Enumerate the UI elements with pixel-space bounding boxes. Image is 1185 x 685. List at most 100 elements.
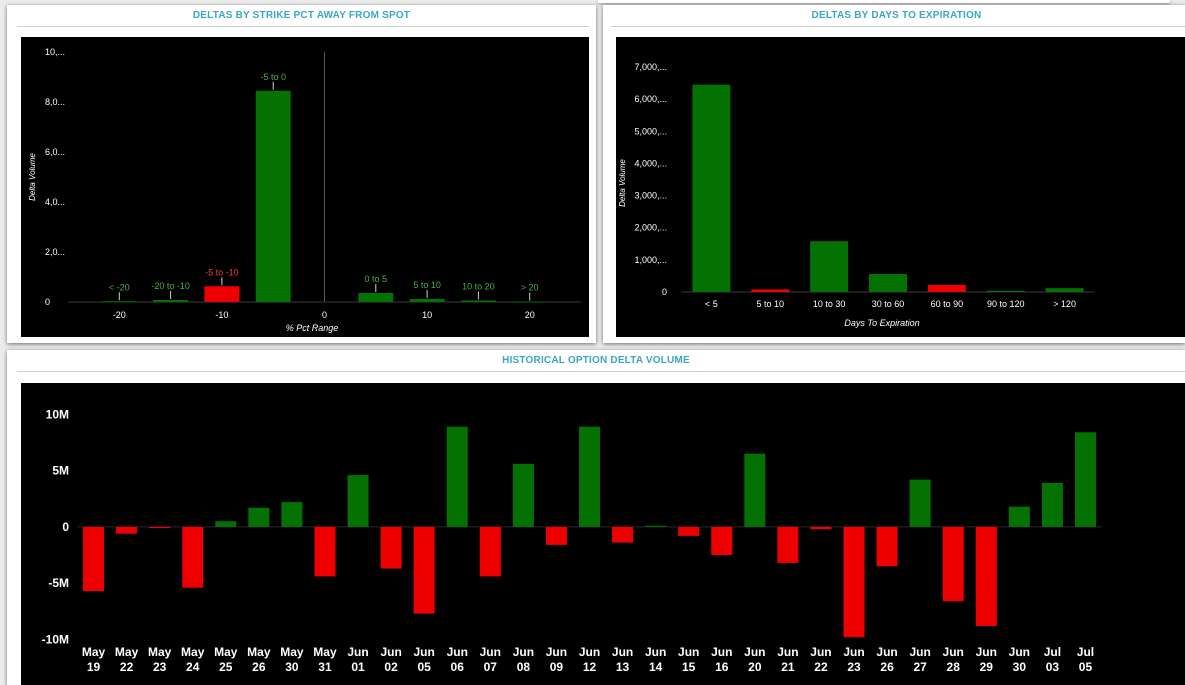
history-chart: 10M5M0-5M-10MMay19May22May23May24May25Ma… xyxy=(42,407,1102,674)
bar xyxy=(909,479,931,527)
bar xyxy=(645,525,667,527)
x-tick-day: 25 xyxy=(219,660,233,674)
bar xyxy=(413,526,435,614)
y-tick-label: 10M xyxy=(46,407,69,421)
y-tick-label: 3,000,... xyxy=(634,191,667,201)
x-tick-day: 02 xyxy=(384,660,398,674)
x-tick-month: Jun xyxy=(744,645,765,659)
bar xyxy=(281,502,303,527)
bar xyxy=(1008,506,1030,527)
bar xyxy=(479,526,501,577)
y-tick-label: 2,000,... xyxy=(634,223,667,233)
x-tick-label: -20 xyxy=(113,310,126,320)
y-axis-label: Delta Volume xyxy=(28,153,37,201)
bar xyxy=(116,526,138,534)
x-tick-month: May xyxy=(115,645,139,659)
bar xyxy=(101,301,137,303)
bar xyxy=(409,299,445,302)
x-tick-month: Jul xyxy=(1077,645,1094,659)
x-tick-month: May xyxy=(280,645,304,659)
x-tick-day: 14 xyxy=(649,660,663,674)
bar xyxy=(1045,288,1084,292)
bar xyxy=(751,289,790,292)
history-panel-divider xyxy=(17,371,1185,372)
history-chart-area: 10M 5M 0 -5M -10M May 19 May 22 May 23 May 24 May 25 Ma… xyxy=(21,383,1185,685)
bar xyxy=(678,526,700,536)
history-panel: HISTORICAL OPTION DELTA VOLUME 10M 5M 0 -5M… xyxy=(7,350,1185,685)
bar xyxy=(612,526,634,543)
data-label: 5 to 10 xyxy=(413,280,441,290)
bar xyxy=(182,526,204,588)
y-tick-label: -10M xyxy=(42,632,69,646)
x-tick-day: 23 xyxy=(847,660,861,674)
y-tick-label: 1,000,... xyxy=(634,255,667,265)
x-tick-month: Jun xyxy=(976,645,997,659)
x-tick-day: 30 xyxy=(1013,660,1027,674)
days-panel-divider xyxy=(611,26,1185,27)
x-tick-month: Jun xyxy=(380,645,401,659)
x-tick-month: Jun xyxy=(943,645,964,659)
x-tick-label: 5 to 10 xyxy=(757,299,785,309)
x-tick-month: Jun xyxy=(711,645,732,659)
x-tick-day: 12 xyxy=(583,660,597,674)
x-tick-day: 22 xyxy=(814,660,828,674)
x-tick-month: May xyxy=(214,645,238,659)
x-tick-month: May xyxy=(148,645,172,659)
x-tick-month: May xyxy=(82,645,106,659)
x-axis-label: Days To Expiration xyxy=(844,318,919,328)
y-tick-label: 6,000,... xyxy=(634,94,667,104)
bar xyxy=(204,286,240,302)
x-tick-month: Jul xyxy=(1044,645,1061,659)
x-tick-month: May xyxy=(181,645,205,659)
days-chart: 0 1,000,... 2,000,... 3,000,... 4,000,... 5,0… xyxy=(618,62,1094,328)
x-tick-label: 0 xyxy=(322,310,327,320)
x-tick-label: 20 xyxy=(525,310,535,320)
x-tick-label: < 5 xyxy=(705,299,718,309)
x-tick-day: 06 xyxy=(451,660,465,674)
bar xyxy=(876,526,898,567)
data-label: -20 to -10 xyxy=(151,281,190,291)
data-label: 0 to 5 xyxy=(365,274,388,284)
bar xyxy=(986,290,1025,292)
bar xyxy=(1041,482,1063,527)
x-tick-month: Jun xyxy=(579,645,600,659)
x-tick-label: -10 xyxy=(215,310,228,320)
bar xyxy=(460,300,496,302)
x-tick-month: May xyxy=(247,645,271,659)
bar xyxy=(711,526,733,556)
history-panel-title: HISTORICAL OPTION DELTA VOLUME xyxy=(502,355,690,366)
x-tick-day: 31 xyxy=(318,660,332,674)
strike-panel-divider xyxy=(17,26,589,27)
x-tick-month: Jun xyxy=(810,645,831,659)
x-tick-day: 23 xyxy=(153,660,167,674)
bar xyxy=(692,84,731,292)
x-tick-day: 03 xyxy=(1046,660,1060,674)
x-tick-day: 13 xyxy=(616,660,630,674)
x-tick-day: 26 xyxy=(252,660,266,674)
x-tick-month: Jun xyxy=(1009,645,1030,659)
x-tick-label: > 120 xyxy=(1053,299,1076,309)
x-tick-day: 15 xyxy=(682,660,696,674)
x-tick-day: 30 xyxy=(285,660,299,674)
x-tick-month: Jun xyxy=(447,645,468,659)
y-tick-label: 4,000,... xyxy=(634,158,667,168)
x-tick-day: 22 xyxy=(120,660,134,674)
x-axis-label: % Pct Range xyxy=(286,323,339,333)
x-tick-month: May xyxy=(313,645,337,659)
x-tick-day: 29 xyxy=(980,660,994,674)
bar xyxy=(810,526,832,530)
bar xyxy=(810,241,849,292)
bar xyxy=(512,301,548,303)
data-label: 10 to 20 xyxy=(462,282,495,292)
bar xyxy=(153,300,189,302)
x-tick-label: 10 xyxy=(422,310,432,320)
x-tick-day: 21 xyxy=(781,660,795,674)
bar xyxy=(149,526,171,528)
y-tick-label: -5M xyxy=(48,576,69,590)
x-tick-day: 24 xyxy=(186,660,200,674)
x-tick-month: Jun xyxy=(777,645,798,659)
bar xyxy=(975,526,997,626)
strike-panel-title: DELTAS BY STRIKE PCT AWAY FROM SPOT xyxy=(192,10,411,21)
days-panel: DELTAS BY DAYS TO EXPIRATION 0 1,000,... 2… xyxy=(603,5,1185,343)
data-label: -5 to 0 xyxy=(260,72,286,82)
